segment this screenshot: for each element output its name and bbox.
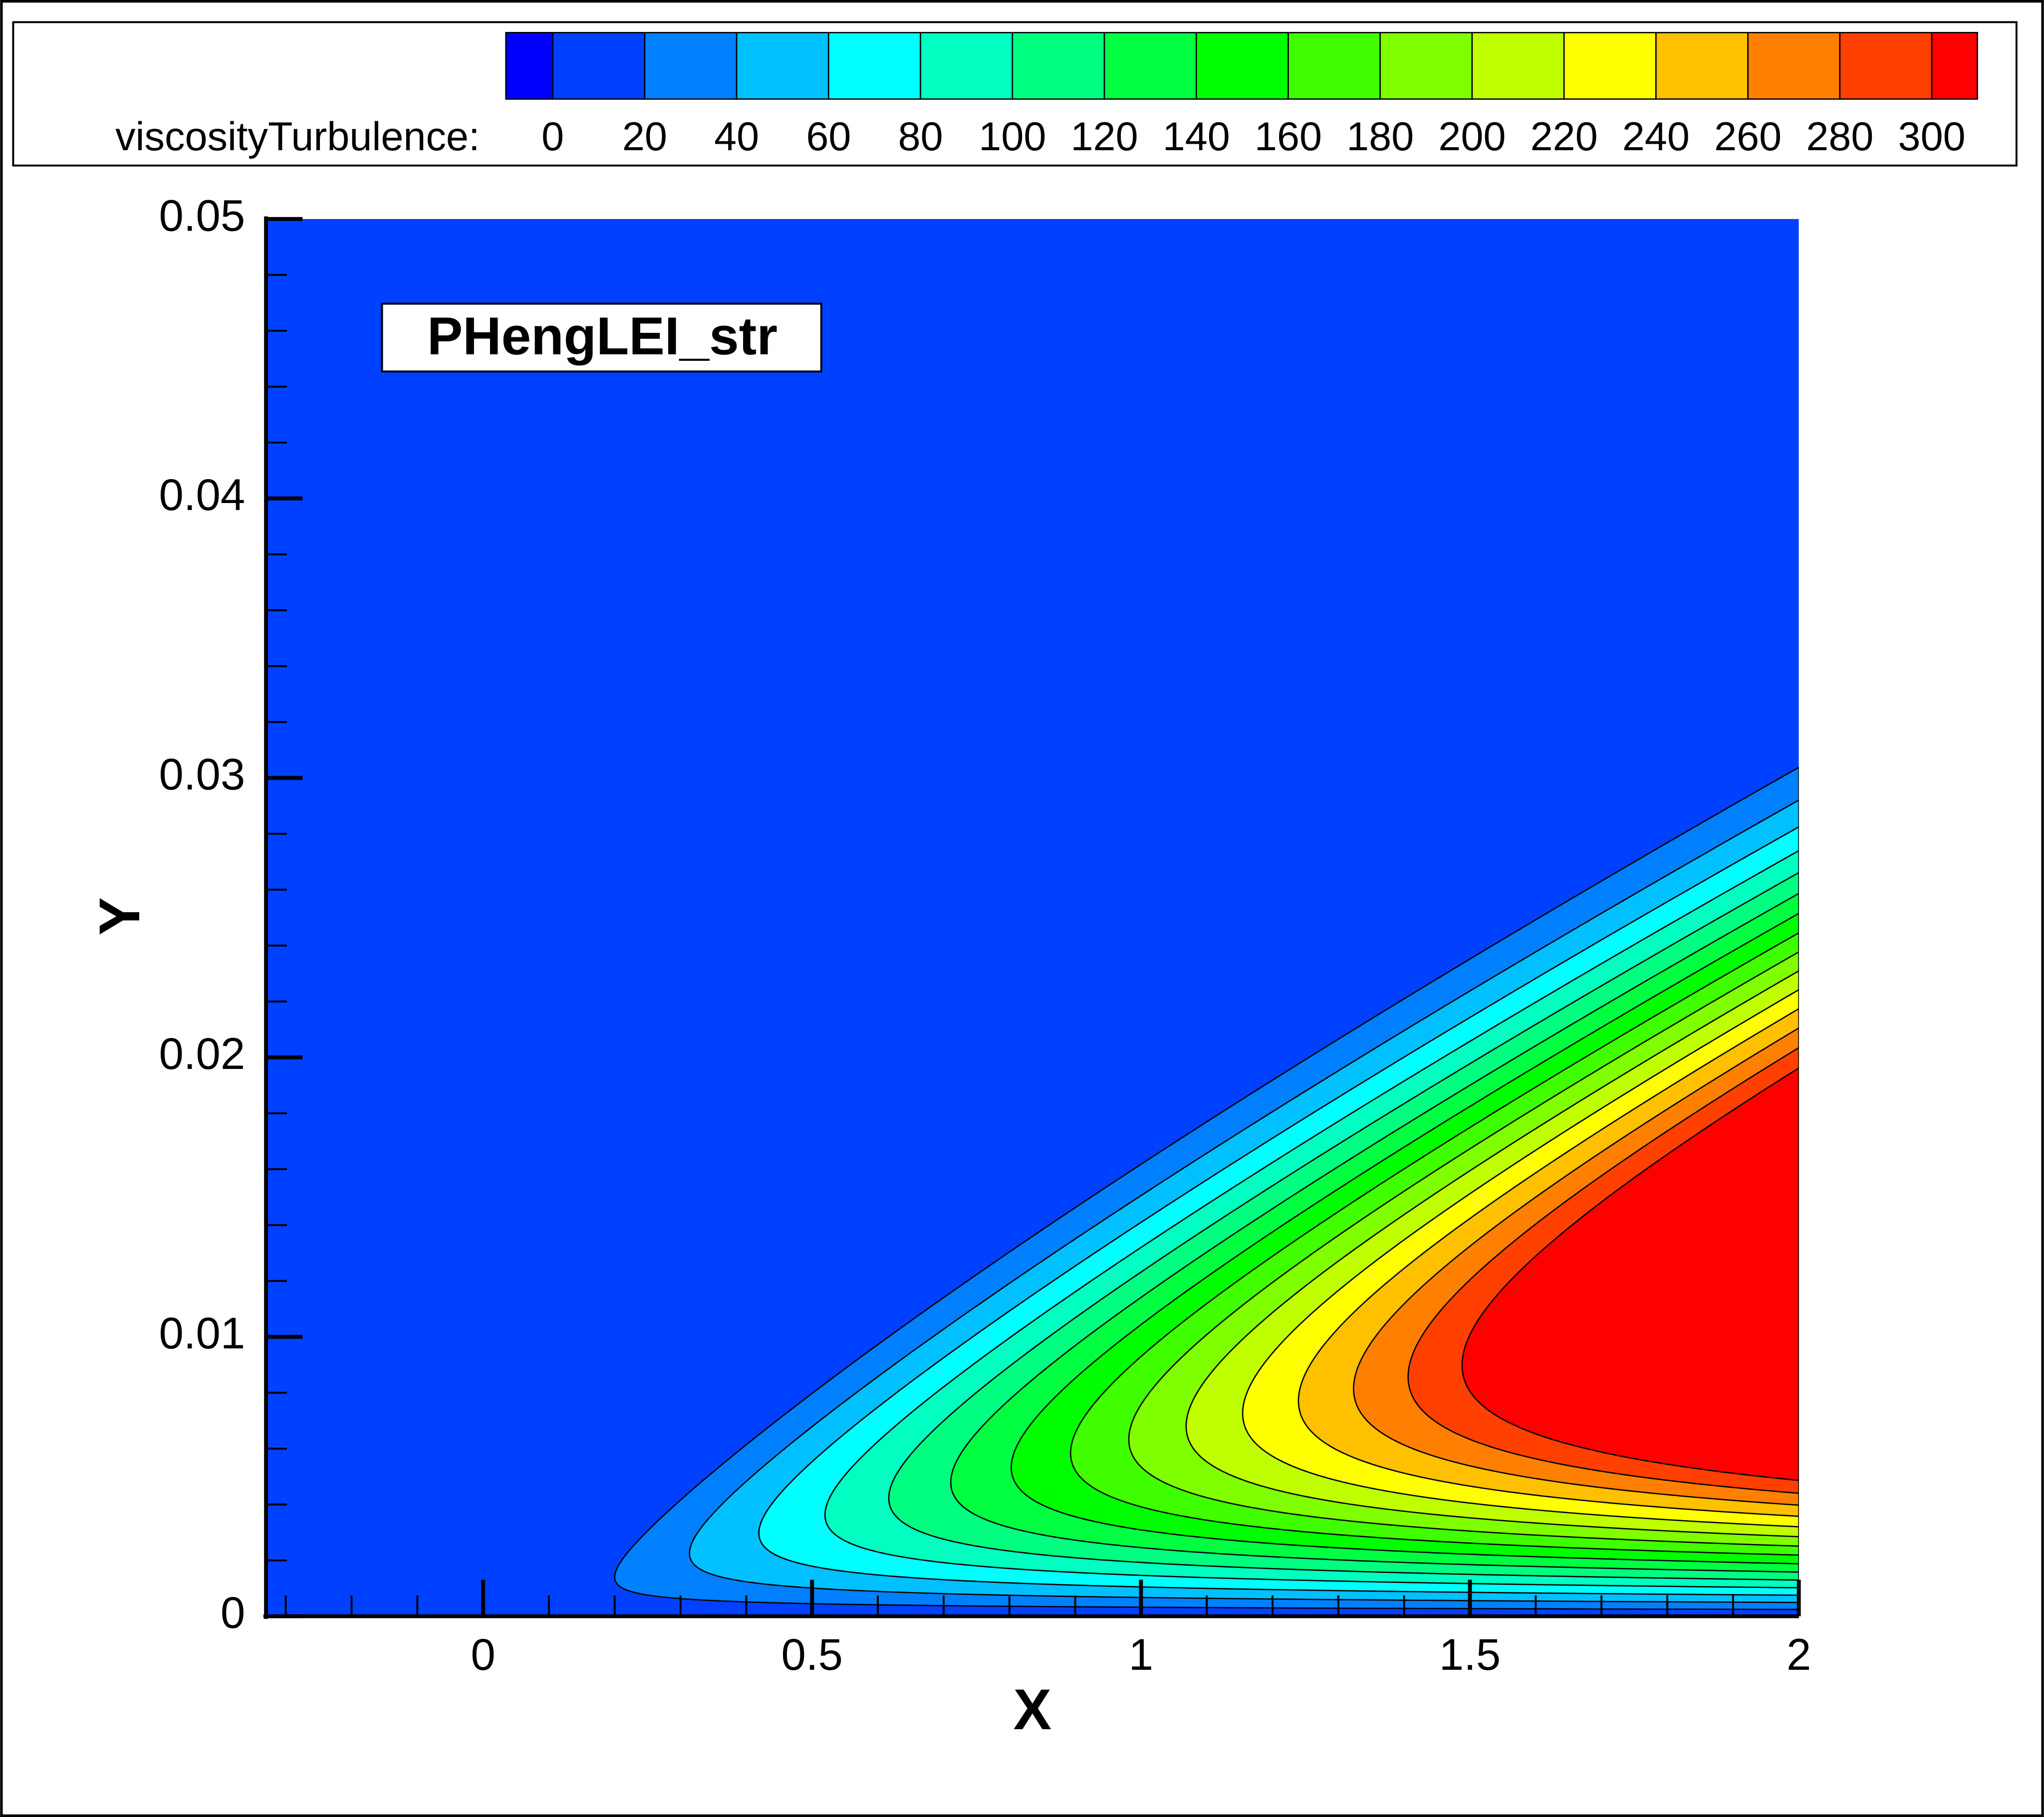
x-tick-label: 1: [1129, 1630, 1153, 1679]
colorbar-swatch: [1471, 31, 1565, 100]
colorbar-label: 280: [1806, 114, 1873, 159]
colorbar-swatch: [1655, 31, 1749, 100]
y-tick-label: 0.03: [159, 750, 245, 799]
colorbar-swatch: [828, 31, 921, 100]
colorbar-label: 120: [1071, 114, 1138, 159]
legend-title: viscosityTurbulence:: [115, 114, 480, 159]
colorbar-swatch: [1379, 31, 1473, 100]
colorbar-label: 220: [1531, 114, 1598, 159]
colorbar-swatch: [1103, 31, 1197, 100]
plot-area: [266, 219, 1799, 1616]
colorbar-swatch: [1931, 31, 1978, 100]
x-tick-label: 1.5: [1439, 1630, 1501, 1679]
annotation: PHengLEI_str: [427, 306, 777, 366]
y-tick-label: 0.01: [159, 1308, 245, 1358]
colorbar-label: 240: [1622, 114, 1690, 159]
colorbar-label: 60: [806, 114, 851, 159]
x-axis-title: X: [1014, 1678, 1052, 1742]
y-tick-label: 0.02: [159, 1029, 245, 1078]
y-tick-label: 0: [221, 1588, 245, 1637]
colorbar-swatch: [1195, 31, 1289, 100]
colorbar-swatch: [1839, 31, 1933, 100]
colorbar-label: 20: [622, 114, 667, 159]
contour-band: [1461, 1067, 1799, 1481]
y-tick-label: 0.04: [159, 470, 245, 519]
x-tick-label: 0: [471, 1630, 495, 1679]
colorbar-swatch: [644, 31, 738, 100]
colorbar-label: 180: [1346, 114, 1414, 159]
colorbar-label: 0: [541, 114, 564, 159]
colorbar-swatch: [1747, 31, 1841, 100]
y-tick-label: 0.05: [159, 191, 245, 240]
colorbar-label: 140: [1163, 114, 1230, 159]
colorbar-label: 260: [1714, 114, 1782, 159]
colorbar-label: 200: [1438, 114, 1506, 159]
colorbar-swatch: [1287, 31, 1381, 100]
x-tick-label: 0.5: [781, 1630, 843, 1679]
colorbar-label: 160: [1255, 114, 1322, 159]
colorbar-swatch: [1012, 31, 1105, 100]
colorbar-swatch: [736, 31, 829, 100]
colorbar-label: 40: [714, 114, 759, 159]
colorbar-label: 80: [898, 114, 943, 159]
x-tick-label: 2: [1787, 1630, 1811, 1679]
colorbar-swatch: [1563, 31, 1657, 100]
colorbar-swatch: [505, 31, 554, 100]
colorbar-swatch: [920, 31, 1014, 100]
colorbar-label: 300: [1898, 114, 1966, 159]
colorbar-label: 100: [979, 114, 1046, 159]
annotation-box: [381, 302, 822, 373]
y-axis-title: Y: [88, 897, 152, 936]
colorbar-swatch: [552, 31, 646, 100]
